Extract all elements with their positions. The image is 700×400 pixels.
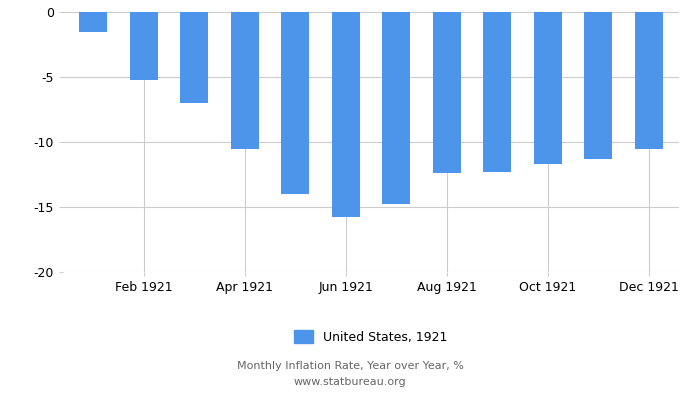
- Bar: [635, 12, 663, 148]
- Legend: United States, 1921: United States, 1921: [289, 325, 453, 349]
- Bar: [332, 12, 360, 218]
- Bar: [130, 12, 158, 80]
- Bar: [534, 12, 561, 164]
- Text: Monthly Inflation Rate, Year over Year, %: Monthly Inflation Rate, Year over Year, …: [237, 361, 463, 371]
- Bar: [584, 12, 612, 159]
- Bar: [433, 12, 461, 173]
- Text: www.statbureau.org: www.statbureau.org: [294, 377, 406, 387]
- Bar: [483, 12, 511, 172]
- Bar: [181, 12, 208, 103]
- Bar: [79, 12, 107, 32]
- Bar: [231, 12, 259, 148]
- Bar: [382, 12, 410, 204]
- Bar: [281, 12, 309, 194]
